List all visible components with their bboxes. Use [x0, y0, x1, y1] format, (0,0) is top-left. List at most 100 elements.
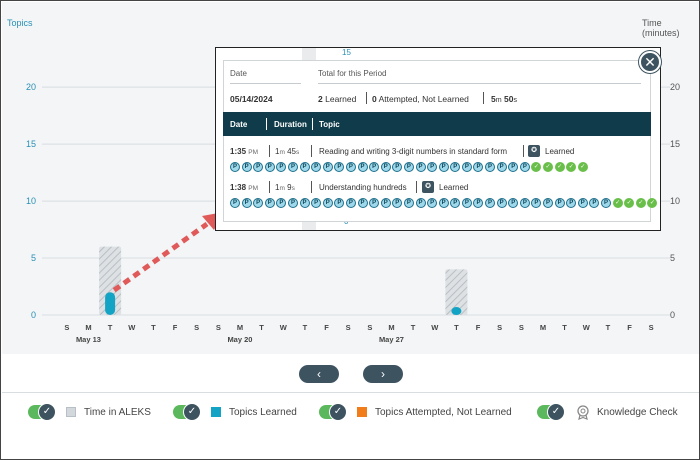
practice-icon: P [253, 198, 264, 208]
practice-icon: P [450, 162, 461, 172]
attempted-total: 0 Attempted, Not Learned [372, 94, 469, 104]
day-tick-label: F [173, 323, 178, 332]
day-tick-label: S [519, 323, 524, 332]
legend-time-in-aleks: ✓ Time in ALEKS [28, 401, 151, 423]
day-tick-label: F [627, 323, 632, 332]
practice-icon: P [519, 162, 530, 172]
day-tick-label: T [259, 323, 264, 332]
details-table-header: Date Duration Topic [223, 112, 651, 136]
practice-icon: P [369, 162, 380, 172]
separator [269, 145, 270, 157]
practice-icon: P [473, 162, 484, 172]
day-tick-label: T [151, 323, 156, 332]
knowledge-check-toggle[interactable]: ✓ [537, 403, 567, 421]
practice-icon: P [531, 198, 542, 208]
day-tick-label: T [454, 323, 459, 332]
time-bar [99, 246, 122, 315]
separator [311, 145, 312, 157]
practice-icon: P [253, 162, 264, 172]
practice-icon: P [276, 198, 287, 208]
separator [269, 181, 270, 193]
legend-label: Time in ALEKS [84, 406, 151, 418]
separator [311, 181, 312, 193]
day-tick-label: M [540, 323, 546, 332]
day-tick-label: M [388, 323, 394, 332]
correct-check-icon: ✓ [612, 198, 623, 208]
legend-label: Topics Learned [229, 406, 297, 418]
row2-time: 1:38 PM [230, 183, 258, 192]
practice-icon: P [345, 162, 356, 172]
next-period-button[interactable]: › [363, 365, 403, 383]
day-tick-label: W [280, 323, 288, 332]
day-tick-label: T [303, 323, 308, 332]
total-label: Total for this Period [318, 69, 387, 78]
topics-time-chart: 0 5 10 15 20 0 5 10 15 20 S M T W T F S S M T W T F S S M T W T F S S M T… [26, 82, 680, 344]
legend-topics-learned: ✓ Topics Learned [173, 401, 297, 423]
week-label: May 20 [227, 335, 252, 344]
day-tick-label: S [64, 323, 69, 332]
practice-icon: P [392, 198, 403, 208]
day-tick-label: S [367, 323, 372, 332]
attempted-toggle[interactable]: ✓ [319, 403, 349, 421]
row1-topic[interactable]: Reading and writing 3-digit numbers in s… [319, 147, 508, 156]
correct-check-icon: ✓ [647, 198, 658, 208]
swatch-learned [211, 407, 221, 417]
day-tick-label: T [108, 323, 113, 332]
col-date: Date [230, 120, 248, 129]
learned-total: 2 Learned [318, 94, 357, 104]
day-tick-label: S [346, 323, 351, 332]
right-tick-label: 5 [670, 253, 675, 263]
close-icon[interactable]: ✕ [639, 51, 661, 73]
practice-icon: P [380, 162, 391, 172]
practice-icon: P [496, 162, 507, 172]
practice-icon: P [589, 198, 600, 208]
rule [230, 83, 301, 84]
week-label: May 27 [379, 335, 404, 344]
separator [483, 92, 484, 104]
practice-icon: P [241, 198, 252, 208]
practice-icon: P [485, 198, 496, 208]
practice-icon: P [392, 162, 403, 172]
day-tick-label: F [476, 323, 481, 332]
col-duration: Duration [274, 120, 307, 129]
row1-duration: 1m 45s [275, 147, 300, 156]
left-axis-title: Topics [7, 18, 33, 28]
time-toggle[interactable]: ✓ [28, 403, 58, 421]
day-tick-label: W [431, 323, 439, 332]
practice-icon: P [322, 198, 333, 208]
practice-icon: P [380, 198, 391, 208]
day-tick-label: T [411, 323, 416, 332]
swatch-time [66, 407, 76, 417]
practice-icon: P [485, 162, 496, 172]
practice-icon: P [519, 198, 530, 208]
practice-icon: P [543, 198, 554, 208]
separator [416, 181, 417, 193]
legend-label: Topics Attempted, Not Learned [375, 406, 512, 418]
row2-duration: 1m 9s [275, 183, 295, 192]
total-time: 5m 50s [491, 94, 518, 104]
day-tick-label: W [128, 323, 136, 332]
practice-icon: P [230, 162, 240, 172]
right-axis-title: Time (minutes) [642, 18, 680, 38]
learned-toggle[interactable]: ✓ [173, 403, 203, 421]
row1-status: Learned [545, 147, 575, 156]
left-tick-label: 15 [26, 139, 36, 149]
col-topic: Topic [319, 120, 340, 129]
week-label: May 13 [76, 335, 101, 344]
legend-divider [2, 392, 699, 393]
practice-icon: P [554, 198, 565, 208]
practice-icon: P [357, 162, 368, 172]
row1-time: 1:35 PM [230, 147, 258, 156]
practice-icon: P [566, 198, 577, 208]
day-tick-label: M [85, 323, 91, 332]
check-icon: ✓ [183, 403, 201, 421]
practice-icon: P [311, 162, 322, 172]
legend-label: Knowledge Check [597, 406, 678, 418]
practice-icon: P [299, 198, 310, 208]
practice-icon: P [264, 198, 275, 208]
practice-icon: P [287, 162, 298, 172]
practice-icon: P [241, 162, 252, 172]
row2-topic[interactable]: Understanding hundreds [319, 183, 407, 192]
prev-period-button[interactable]: ‹ [299, 365, 339, 383]
practice-icon: P [508, 198, 519, 208]
